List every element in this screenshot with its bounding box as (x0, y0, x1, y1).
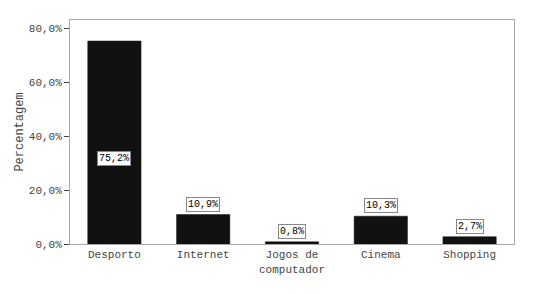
svg-text:Desporto: Desporto (88, 249, 141, 261)
svg-text:40,0%: 40,0% (29, 131, 62, 143)
svg-text:0,8%: 0,8% (280, 226, 304, 237)
svg-text:Percentagem: Percentagem (13, 92, 27, 171)
svg-text:2,7%: 2,7% (458, 221, 482, 232)
svg-text:Internet: Internet (177, 249, 230, 261)
svg-text:10,3%: 10,3% (366, 200, 396, 211)
svg-text:0,0%: 0,0% (35, 239, 62, 251)
svg-text:80,0%: 80,0% (29, 23, 62, 35)
svg-text:Shopping: Shopping (443, 249, 496, 261)
svg-text:Cinema: Cinema (361, 249, 401, 261)
svg-text:60,0%: 60,0% (29, 77, 62, 89)
svg-text:75,2%: 75,2% (99, 153, 129, 164)
svg-text:Jogos decomputador: Jogos decomputador (259, 249, 325, 275)
svg-text:10,9%: 10,9% (188, 199, 218, 210)
svg-text:20,0%: 20,0% (29, 185, 62, 197)
